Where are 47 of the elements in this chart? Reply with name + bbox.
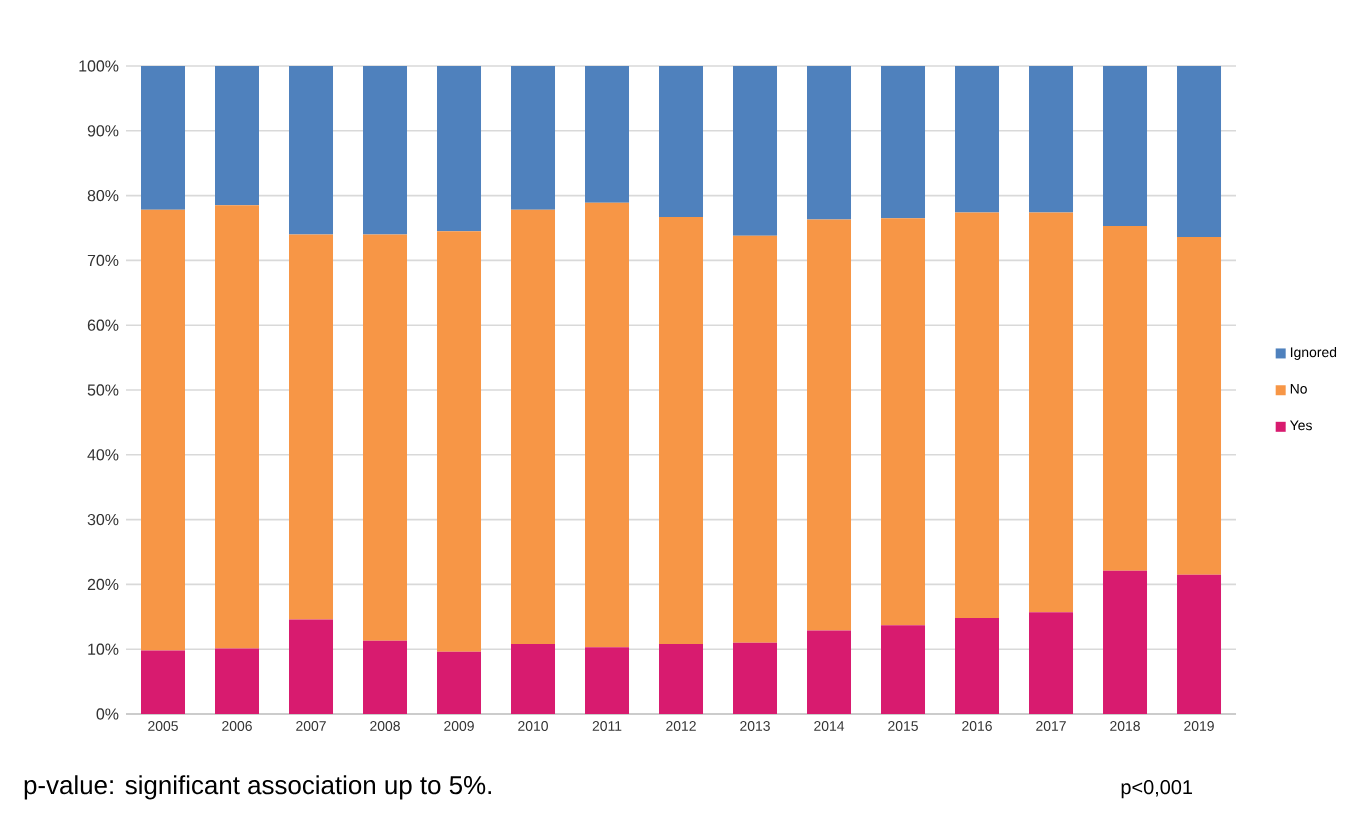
bar <box>215 65 259 206</box>
bar <box>1103 65 1148 227</box>
bar <box>585 65 630 203</box>
bar <box>215 648 259 714</box>
text: p-value: significant association up to 5%. <box>24 775 491 800</box>
bar <box>585 202 630 648</box>
bar <box>955 618 1000 714</box>
bar <box>1177 65 1222 238</box>
bar <box>511 65 556 210</box>
bar <box>733 65 778 236</box>
bar <box>807 65 852 220</box>
bar <box>659 216 704 645</box>
bar <box>511 209 556 645</box>
bar <box>289 65 334 235</box>
bar <box>733 235 778 643</box>
bar <box>1103 226 1148 571</box>
bar <box>733 642 778 714</box>
bar <box>141 65 185 210</box>
bar <box>955 212 1000 619</box>
text: p<0,001 <box>1121 780 1193 799</box>
bar <box>511 644 556 714</box>
bar <box>881 625 926 714</box>
bar <box>881 218 926 626</box>
bar <box>215 205 259 649</box>
bar <box>437 231 482 652</box>
bar <box>1103 570 1148 714</box>
bar <box>363 234 408 641</box>
bar <box>141 650 185 714</box>
bar <box>141 209 185 651</box>
bar <box>1029 612 1074 714</box>
bar <box>289 619 334 714</box>
bar <box>437 65 482 232</box>
bar <box>1029 65 1074 213</box>
bar <box>659 644 704 714</box>
bar <box>1029 212 1074 613</box>
bar <box>955 65 1000 213</box>
bar <box>1177 237 1222 575</box>
bar <box>807 630 852 714</box>
bar <box>807 219 852 631</box>
bar <box>363 65 408 235</box>
bar <box>585 647 630 714</box>
bar <box>659 65 704 217</box>
bar <box>881 65 926 219</box>
bar <box>437 651 482 714</box>
bar <box>1177 574 1222 714</box>
bar <box>363 640 408 714</box>
bar <box>289 234 334 620</box>
